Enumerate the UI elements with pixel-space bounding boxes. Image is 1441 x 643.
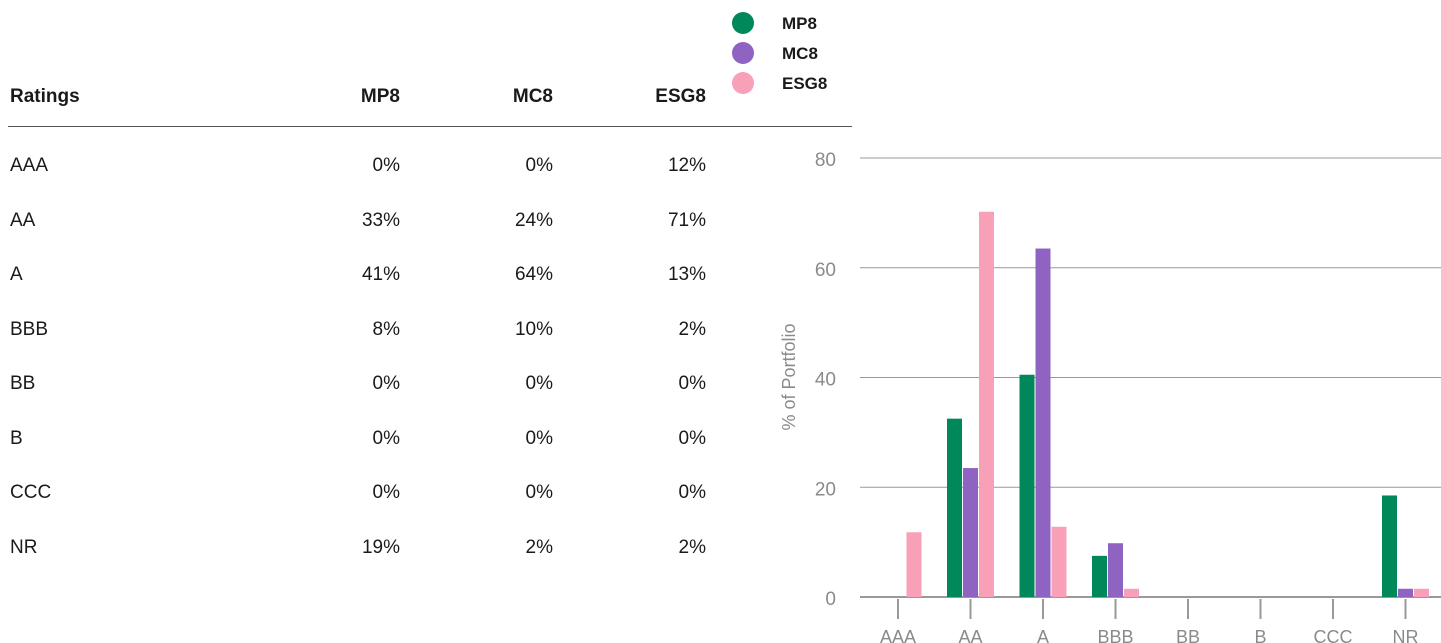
bar-mp8-bbb	[1092, 555, 1107, 597]
bar-mc8-a	[1035, 248, 1051, 597]
bar-mp8-aa	[947, 418, 962, 597]
cell-esg8: 0%	[678, 373, 706, 394]
legend-swatch-mp8	[732, 12, 754, 34]
bar-esg8-aa	[979, 211, 994, 597]
cell-mp8: 19%	[361, 536, 400, 558]
cell-mc8: 0%	[525, 427, 553, 449]
cell-rating: AA	[10, 209, 36, 231]
cell-esg8: 0%	[678, 427, 706, 449]
header-esg8: ESG8	[655, 86, 706, 107]
legend-swatch-esg8	[732, 72, 754, 94]
cell-mp8: 0%	[372, 427, 400, 449]
bar-esg8-bbb	[1124, 588, 1139, 597]
bar-mp8-nr	[1382, 495, 1397, 597]
cell-esg8: 2%	[678, 318, 706, 340]
cell-mc8: 10%	[514, 318, 553, 340]
legend-label-esg8: ESG8	[782, 74, 828, 93]
y-axis-label: % of Portfolio	[779, 323, 799, 430]
x-tick-label: NR	[1393, 627, 1419, 643]
x-tick-label: A	[1037, 627, 1049, 643]
bar-esg8-aaa	[906, 532, 922, 597]
cell-rating: BB	[10, 373, 36, 394]
cell-esg8: 2%	[678, 536, 706, 558]
cell-esg8: 71%	[667, 209, 706, 231]
cell-rating: AAA	[10, 155, 49, 176]
bar-mp8-a	[1019, 374, 1035, 597]
x-tick-label: B	[1254, 627, 1266, 643]
cell-rating: B	[10, 427, 23, 449]
cell-mp8: 33%	[361, 209, 400, 231]
ratings-table: Ratings MP8 MC8 ESG8 AAA 0% 0% 12% AA 33% 24% 7…	[8, 86, 852, 558]
cell-mc8: 2%	[525, 536, 553, 558]
bar-mc8-aa	[963, 468, 978, 597]
cell-esg8: 12%	[667, 155, 706, 176]
x-tick-label: AA	[958, 627, 982, 643]
cell-mp8: 8%	[372, 318, 400, 340]
cell-mc8: 0%	[525, 155, 553, 176]
y-tick-label: 40	[815, 370, 836, 391]
bar-mc8-nr	[1398, 588, 1413, 597]
cell-mc8: 24%	[514, 209, 553, 231]
bar-esg8-nr	[1414, 588, 1429, 597]
cell-rating: CCC	[10, 482, 52, 503]
y-tick-label: 80	[815, 150, 836, 171]
header-divider	[8, 126, 852, 127]
bar-mc8-bbb	[1108, 543, 1123, 597]
legend-label-mc8: MC8	[782, 44, 818, 63]
y-tick-label: 0	[825, 589, 836, 610]
cell-esg8: 13%	[667, 264, 706, 285]
legend-swatch-mc8	[732, 42, 754, 64]
cell-mp8: 0%	[372, 155, 400, 176]
cell-mp8: 0%	[372, 482, 400, 503]
cell-rating: BBB	[10, 318, 49, 340]
cell-mc8: 0%	[525, 373, 553, 394]
cell-mc8: 0%	[525, 482, 553, 503]
cell-rating: NR	[10, 536, 38, 558]
x-tick-label: BBB	[1097, 627, 1133, 643]
x-tick-label: CCC	[1314, 627, 1353, 643]
x-tick-label: BB	[1176, 627, 1200, 643]
cell-esg8: 0%	[678, 482, 706, 503]
cell-mp8: 41%	[361, 264, 400, 285]
x-tick-label: AAA	[880, 627, 916, 643]
header-mc8: MC8	[512, 86, 553, 107]
header-mp8: MP8	[360, 86, 400, 107]
cell-rating: A	[10, 264, 23, 285]
bar-esg8-a	[1051, 526, 1067, 597]
y-tick-label: 20	[815, 479, 836, 500]
header-ratings: Ratings	[10, 86, 80, 107]
cell-mp8: 0%	[372, 373, 400, 394]
cell-mc8: 64%	[514, 264, 553, 285]
y-tick-label: 60	[815, 260, 836, 281]
legend-label-mp8: MP8	[782, 14, 817, 33]
